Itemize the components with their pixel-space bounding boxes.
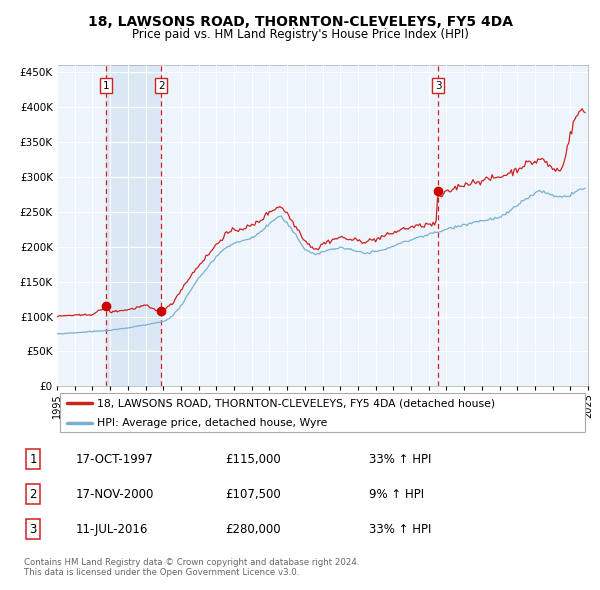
FancyBboxPatch shape [59, 393, 586, 432]
Text: 1: 1 [29, 453, 37, 466]
Text: £107,500: £107,500 [225, 487, 281, 501]
Text: 2: 2 [29, 487, 37, 501]
Text: This data is licensed under the Open Government Licence v3.0.: This data is licensed under the Open Gov… [24, 568, 299, 577]
Text: 33% ↑ HPI: 33% ↑ HPI [369, 523, 431, 536]
Text: 3: 3 [29, 523, 37, 536]
Text: 18, LAWSONS ROAD, THORNTON-CLEVELEYS, FY5 4DA (detached house): 18, LAWSONS ROAD, THORNTON-CLEVELEYS, FY… [97, 398, 495, 408]
Text: Price paid vs. HM Land Registry's House Price Index (HPI): Price paid vs. HM Land Registry's House … [131, 28, 469, 41]
Bar [106, 65, 161, 386]
Text: 18, LAWSONS ROAD, THORNTON-CLEVELEYS, FY5 4DA: 18, LAWSONS ROAD, THORNTON-CLEVELEYS, FY… [88, 15, 512, 29]
Text: 11-JUL-2016: 11-JUL-2016 [76, 523, 148, 536]
Text: 9% ↑ HPI: 9% ↑ HPI [369, 487, 424, 501]
Text: £115,000: £115,000 [225, 453, 281, 466]
Text: 2: 2 [158, 81, 164, 91]
Text: HPI: Average price, detached house, Wyre: HPI: Average price, detached house, Wyre [97, 418, 327, 428]
Text: 17-NOV-2000: 17-NOV-2000 [76, 487, 154, 501]
Text: £280,000: £280,000 [225, 523, 281, 536]
Text: 3: 3 [435, 81, 442, 91]
Text: 17-OCT-1997: 17-OCT-1997 [76, 453, 153, 466]
Text: 33% ↑ HPI: 33% ↑ HPI [369, 453, 431, 466]
Text: Contains HM Land Registry data © Crown copyright and database right 2024.: Contains HM Land Registry data © Crown c… [24, 558, 359, 566]
Text: 1: 1 [103, 81, 110, 91]
